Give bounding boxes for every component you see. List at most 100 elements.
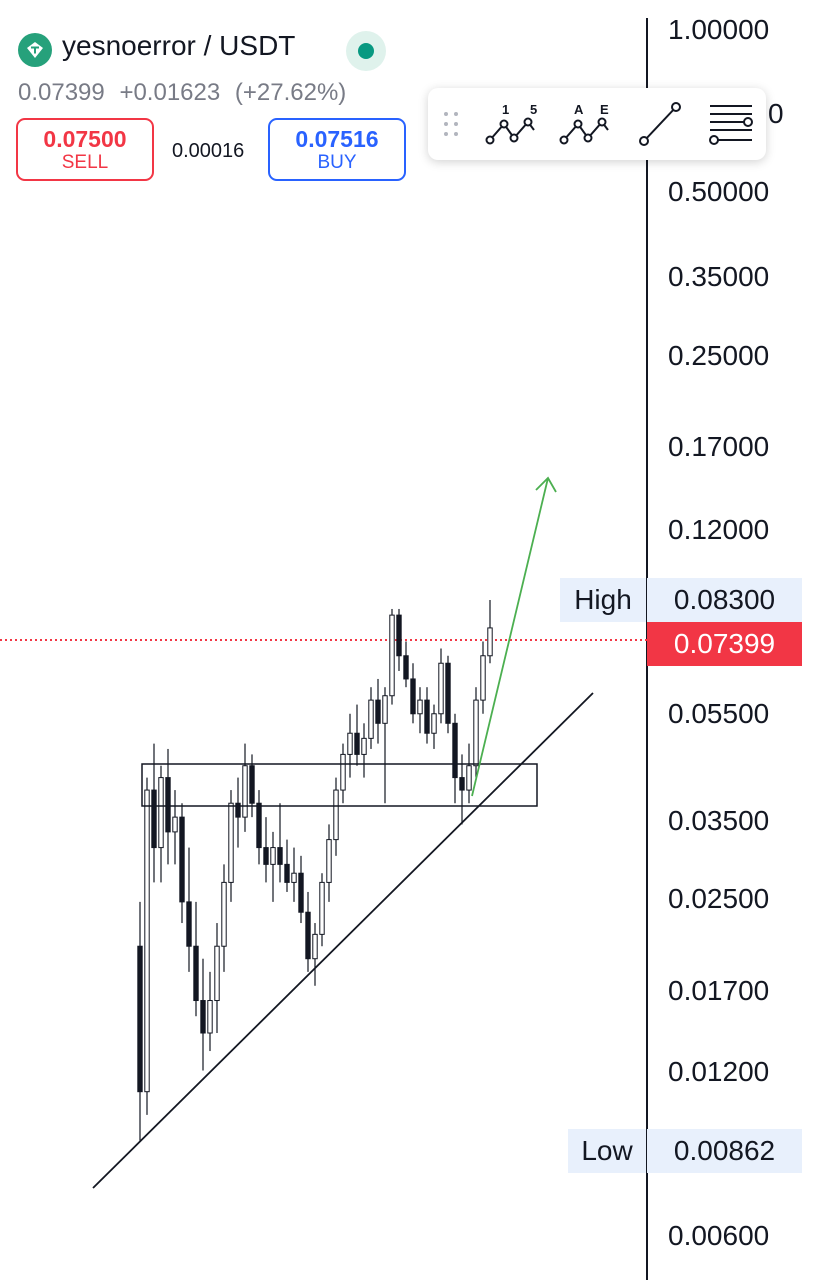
high-value: 0.08300 [647, 578, 802, 622]
candle-body [431, 713, 437, 734]
candle-body [319, 881, 325, 935]
candle-body [193, 945, 199, 1002]
candle-body [284, 863, 290, 883]
current-price-tag: 0.07399 [647, 622, 802, 666]
candle-body [207, 1000, 213, 1034]
y-tick-label: 0.01200 [668, 1056, 770, 1087]
candle-body [200, 1000, 206, 1034]
drawing-toolbar[interactable]: 1 5 A E [428, 88, 766, 160]
price-change: +0.01623 [119, 79, 221, 106]
candle-body [214, 945, 220, 1002]
candle-body [179, 816, 185, 903]
symbol-title[interactable]: yesnoerror / USDT [62, 30, 296, 61]
fib-tool-button[interactable]: 1 5 [480, 88, 542, 160]
candle-body [172, 816, 178, 833]
candle-body [410, 678, 416, 715]
quote-line: 0.07399 +0.01623 (+27.62%) [18, 79, 354, 107]
candle-body [354, 732, 360, 755]
candle-body [326, 839, 332, 883]
trend-line-button[interactable] [628, 88, 690, 160]
svg-text:1: 1 [502, 102, 509, 117]
candle-body [242, 765, 248, 818]
y-tick-label: 0.17000 [668, 431, 770, 462]
candle-body [459, 777, 465, 791]
parallel-channel-icon [709, 105, 753, 145]
y-tick-label: 0.05500 [668, 698, 770, 729]
candle-body [270, 847, 276, 865]
candle-body [151, 789, 157, 849]
price-change-pct: (+27.62%) [234, 79, 347, 106]
candles-group [137, 600, 493, 1141]
fib-retracement-icon: 1 5 [485, 102, 537, 145]
y-tick-label: 0.03500 [668, 805, 770, 836]
candle-body [221, 881, 227, 947]
channel-tool-button[interactable] [700, 88, 760, 160]
ascending-trend-line[interactable] [92, 692, 594, 1189]
candle-body [137, 945, 143, 1093]
candle-body [417, 699, 423, 715]
candle-body [445, 662, 451, 724]
y-tick-label: 1.00000 [668, 14, 770, 45]
candle-body [361, 737, 367, 755]
buy-label: BUY [317, 151, 357, 173]
high-label: High [560, 578, 646, 622]
y-tick-label: 0.12000 [668, 514, 770, 545]
tether-gem-icon [27, 42, 43, 58]
candle-body [340, 753, 346, 791]
candle-body [403, 655, 409, 680]
consolidation-box[interactable] [141, 763, 538, 807]
candle-body [256, 802, 262, 849]
candle-body [312, 933, 318, 960]
candle-body [480, 655, 486, 701]
elliott-tool-button[interactable]: A E [554, 88, 616, 160]
y-tick-label: 0.02500 [668, 883, 770, 914]
candle-body [158, 777, 164, 849]
candle-body [466, 765, 472, 791]
drag-handle-icon [444, 112, 458, 136]
candle-body [375, 699, 381, 724]
candle-body [305, 911, 311, 960]
candle-body [228, 802, 234, 883]
market-status-dot [346, 31, 386, 71]
last-price: 0.07399 [18, 79, 105, 106]
candle-body [487, 627, 493, 657]
y-tick-label: 0.35000 [668, 261, 770, 292]
y-tick-label: 0.25000 [668, 340, 770, 371]
candle-body [396, 614, 402, 657]
svg-text:A: A [574, 102, 584, 117]
low-value: 0.00862 [647, 1129, 802, 1173]
candle-body [473, 699, 479, 767]
candle-body [347, 732, 353, 755]
candle-body [291, 872, 297, 883]
projection-arrow[interactable] [471, 476, 557, 797]
sell-label: SELL [61, 151, 109, 173]
coin-icon [18, 33, 52, 67]
trend-line-icon [639, 102, 681, 146]
buy-price: 0.07516 [295, 125, 379, 152]
candle-body [298, 872, 304, 913]
candle-body [144, 789, 150, 1093]
candle-body [382, 695, 388, 724]
low-label: Low [568, 1129, 646, 1173]
sell-price: 0.07500 [43, 125, 127, 152]
candle-body [389, 614, 395, 697]
candle-body [333, 789, 339, 841]
arrow-shaft [471, 477, 549, 797]
candle-body [235, 802, 241, 818]
elliott-wave-icon: A E [559, 102, 609, 145]
candle-body [368, 699, 374, 739]
candle-body [424, 699, 430, 734]
sell-button[interactable]: 0.07500 SELL [16, 118, 154, 181]
drag-handle[interactable] [436, 88, 466, 160]
candle-body [186, 901, 192, 947]
candle-body [438, 662, 444, 715]
candle-body [249, 765, 255, 804]
buy-button[interactable]: 0.07516 BUY [268, 118, 406, 181]
arrow-head [535, 476, 557, 493]
svg-text:5: 5 [530, 102, 537, 117]
y-tick-label: 0.50000 [668, 176, 770, 207]
candle-body [452, 722, 458, 779]
y-tick-label: 0.01700 [668, 975, 770, 1006]
candle-body [277, 847, 283, 865]
